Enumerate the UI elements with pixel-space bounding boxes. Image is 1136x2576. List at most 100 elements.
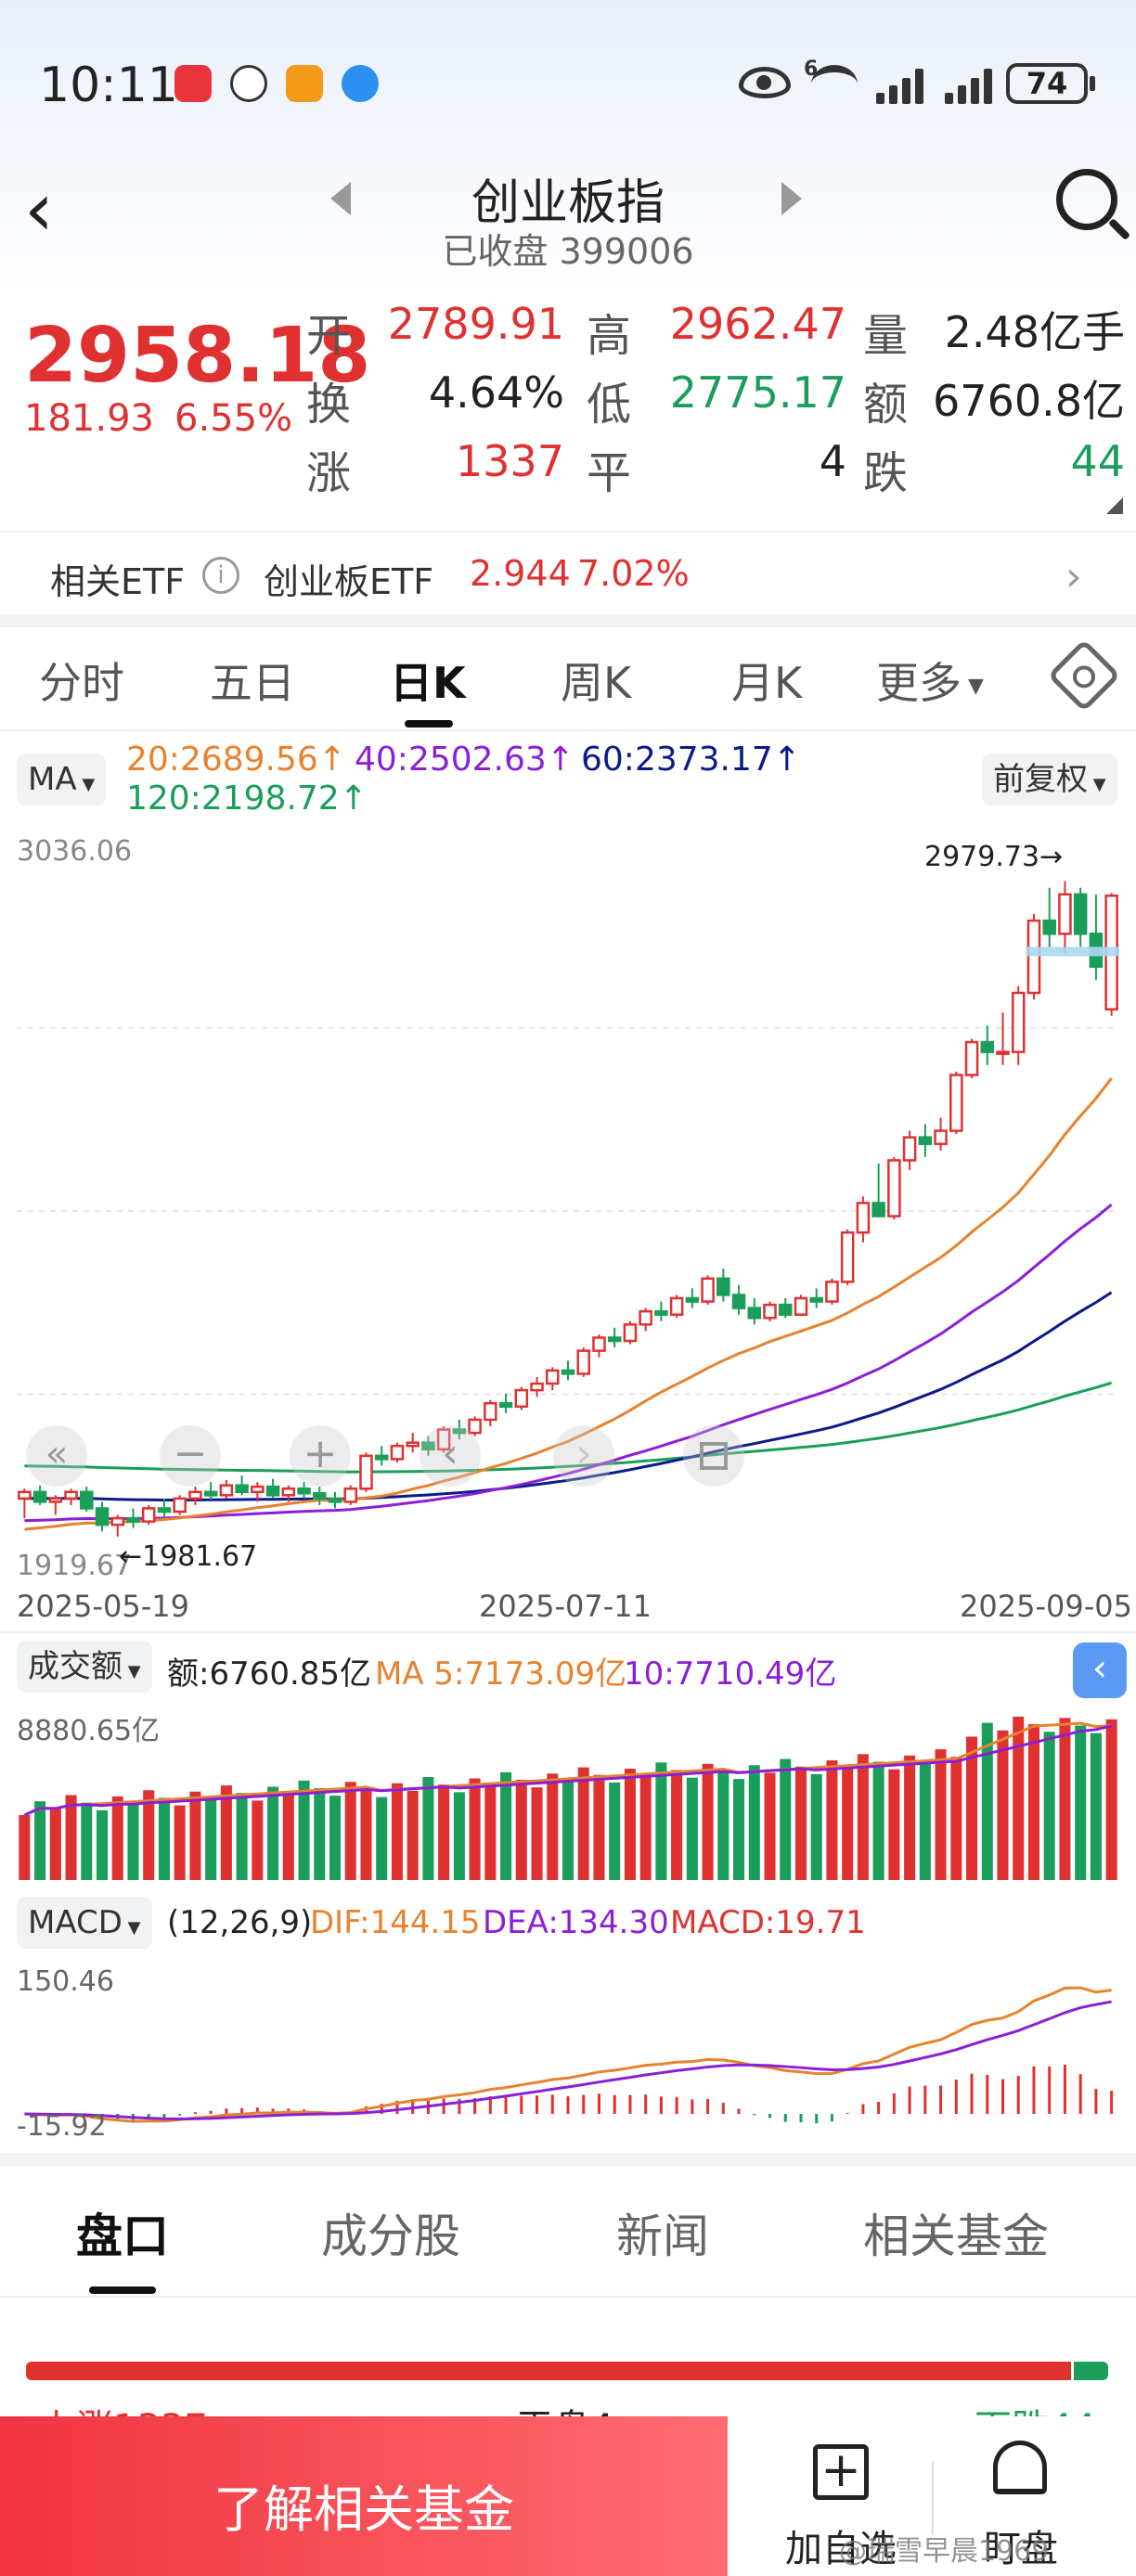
browser-app-icon [342,65,379,102]
candle-body [265,1485,280,1497]
candle-body [80,1490,94,1510]
volume-bar [935,1749,947,1880]
candle-body [32,1490,47,1503]
volume-bar [577,1767,589,1880]
volume-bar [314,1787,326,1880]
volume-bar [97,1810,109,1880]
chevron-right-icon[interactable]: › [1065,553,1082,600]
candle-body [731,1294,746,1309]
zoom-plus-icon[interactable]: + [290,1425,351,1487]
volume-bar [547,1773,559,1880]
macd-caret-icon: ▼ [122,1918,141,1938]
expand-quote-icon[interactable] [1106,497,1123,514]
date-tick-start: 2025-05-19 [17,1589,189,1624]
signal-icon-1 [876,67,932,104]
volume-bar [469,1778,481,1880]
volume-bar [609,1782,621,1880]
tab-order-book[interactable]: 盘口 [76,2209,169,2263]
low-annotation: ←1981.67 [119,1540,258,1573]
volume-bar [500,1771,512,1880]
next-index-icon[interactable] [781,182,802,215]
scroll-right-icon[interactable]: › [553,1425,614,1487]
volume-bar [422,1777,434,1880]
zoom-minus-icon[interactable]: − [160,1425,221,1487]
open-label: 开 [306,310,352,362]
settings-icon[interactable] [1047,638,1121,713]
candle-body [669,1296,684,1316]
volume-bar [624,1769,636,1880]
volume-bar [1059,1718,1071,1880]
collapse-panel-icon[interactable]: ‹ [1073,1642,1127,1698]
prev-index-icon[interactable] [330,182,351,215]
info-icon[interactable]: i [202,557,239,594]
high-annotation: 2979.73→ [924,841,1064,873]
volume-selector-label: 成交额 [28,1648,123,1685]
tab-intraday[interactable]: 分时 [39,658,124,708]
ma120-line [24,1381,1113,1474]
tab-five-day[interactable]: 五日 [210,658,295,708]
tab-weekly-k[interactable]: 周K [561,658,632,708]
amount-label: 额 [863,379,909,431]
volume-bar [1075,1725,1087,1880]
bell-icon[interactable] [993,2441,1047,2494]
volume-selector[interactable]: 成交额 ▼ [17,1641,152,1693]
macd-y-max: 150.46 [17,1965,114,1998]
candle-body [484,1401,497,1422]
volume-bar [919,1762,931,1880]
learn-funds-button[interactable] [0,2416,728,2576]
volume-bar [391,1783,403,1880]
volume-bar [127,1804,139,1880]
candlestick-chart[interactable] [0,826,1136,1587]
candle-body [173,1497,187,1513]
tab-related-funds[interactable]: 相关基金 [863,2209,1049,2263]
bottom-tab-indicator [89,2286,156,2294]
volume-bar [702,1763,714,1880]
volume-bar [671,1770,683,1880]
add-watchlist-label[interactable]: 加自选 [785,2528,897,2570]
zoom-out-left-icon[interactable]: « [26,1425,87,1487]
volume-label: 量 [863,310,909,362]
related-etf-row[interactable] [0,531,1136,614]
tab-more[interactable]: 更多 ▼ [876,650,984,711]
tab-more-label: 更多 [876,658,962,708]
volume-bar [298,1780,310,1880]
adjust-caret-icon: ▼ [1088,775,1106,794]
tab-news[interactable]: 新闻 [616,2209,709,2263]
tab-constituents[interactable]: 成分股 [321,2209,460,2263]
up-label: 涨 [306,447,352,499]
ma-selector[interactable]: MA ▼ [17,753,107,805]
search-icon[interactable] [1056,169,1117,230]
tab-divider [0,729,1136,731]
volume-bar [282,1794,294,1880]
candle-body [1073,893,1088,935]
candle-body [313,1491,327,1501]
candle-body [188,1490,202,1501]
candle-body [996,1050,1010,1055]
volume-bar [981,1722,993,1880]
candle-body [949,1074,963,1132]
candle-body [64,1490,78,1501]
volume-bar [236,1793,248,1880]
section-divider-2 [0,2153,1136,2166]
tab-daily-k[interactable]: 日K [390,658,466,708]
candle-body [468,1418,482,1435]
watch-label[interactable]: 盯盘 [984,2528,1058,2570]
volume-bar [453,1792,465,1880]
adjust-selector[interactable]: 前复权 ▼ [982,753,1117,805]
battery-indicator: 74 [1006,63,1095,104]
candle-body [763,1303,777,1320]
scroll-left-icon[interactable]: ‹ [420,1425,481,1487]
volume-value: 2.48亿手 [944,307,1125,357]
candle-body [1026,919,1041,995]
macd-selector[interactable]: MACD ▼ [17,1897,152,1949]
fullscreen-icon[interactable] [683,1425,744,1487]
status-time: 10:11 [39,58,178,113]
tab-monthly-k[interactable]: 月K [731,658,803,708]
candle-body [902,1136,917,1162]
flat-label: 平 [587,447,632,499]
add-watchlist-icon[interactable]: + [813,2444,869,2500]
chart-divider [0,1631,1136,1633]
candle-body [856,1202,871,1234]
back-icon[interactable]: ‹ [24,166,54,252]
huawei-app-icon [174,65,212,102]
